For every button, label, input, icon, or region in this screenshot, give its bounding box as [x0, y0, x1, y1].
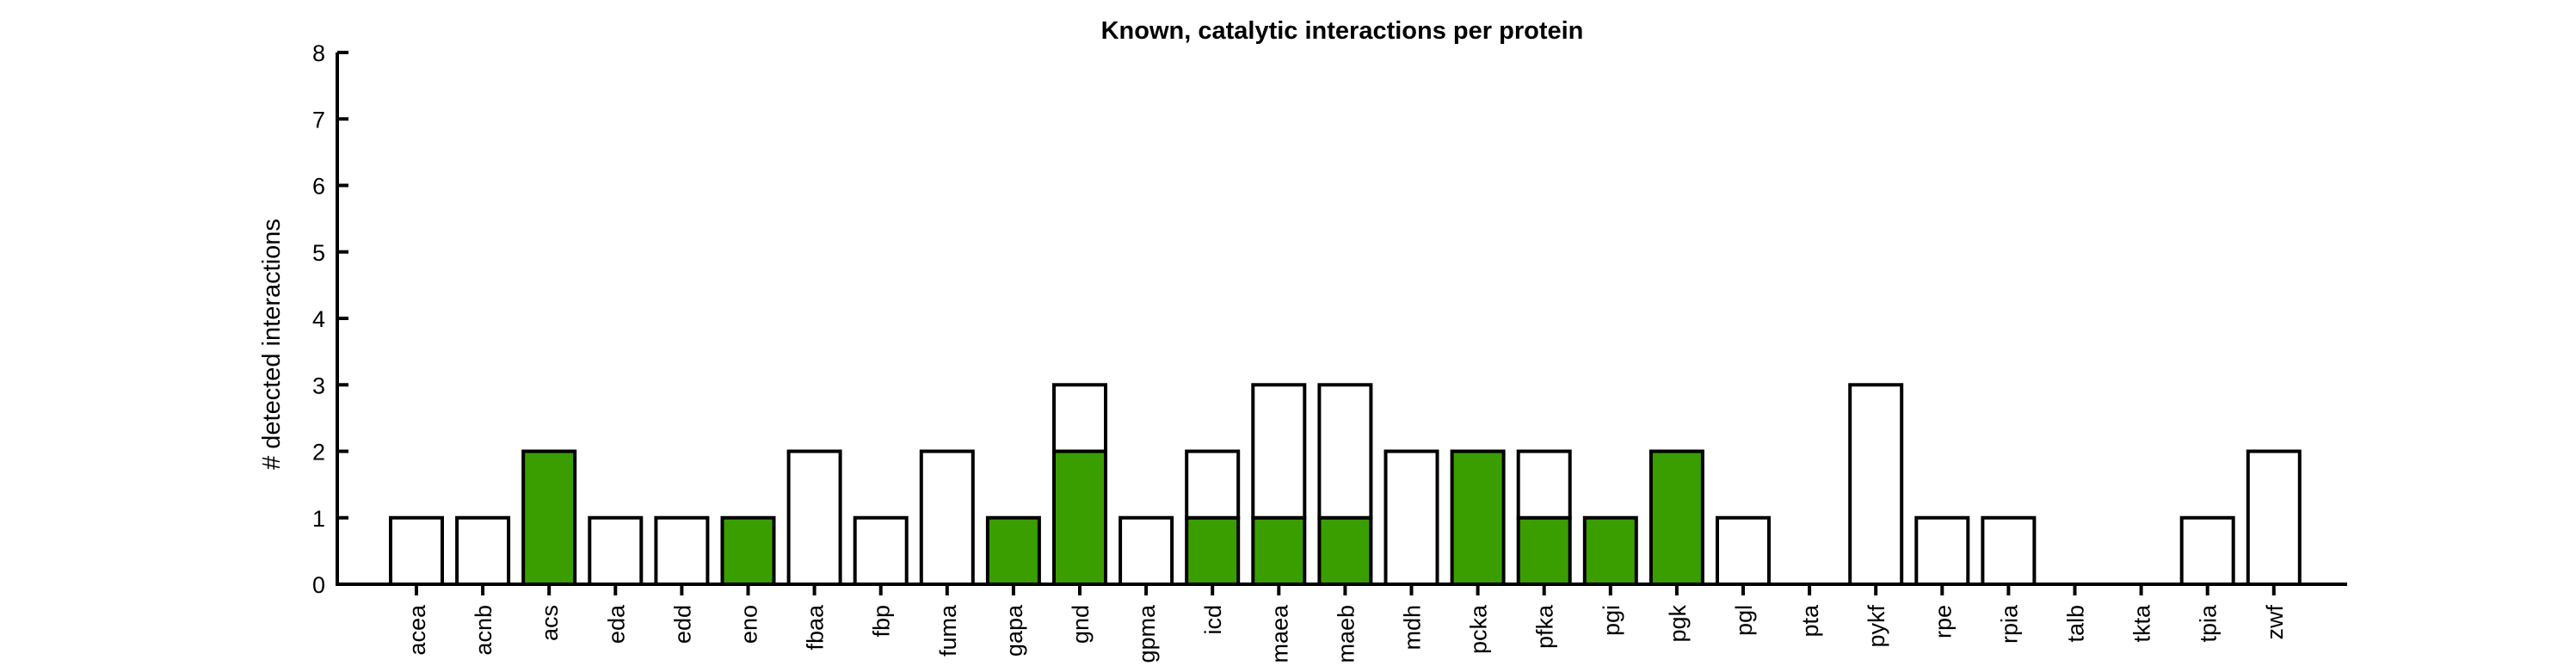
bar-acs-segment-0 — [521, 449, 577, 586]
x-tick-label-pta: pta — [1797, 604, 1823, 638]
x-tick-label-maeb: maeb — [1333, 605, 1359, 663]
chart-title: Known, catalytic interactions per protei… — [1101, 17, 1584, 45]
bar-gnd-segment-0 — [1052, 449, 1107, 586]
x-tick-label-mdh: mdh — [1400, 605, 1426, 650]
bar-icd-segment-1 — [1185, 449, 1241, 520]
bar-acea-segment-1 — [389, 515, 444, 586]
x-tick-label-gnd: gnd — [1068, 605, 1094, 644]
bar-fbaa-segment-1 — [786, 449, 842, 586]
x-tick-label-rpe: rpe — [1930, 605, 1956, 638]
x-tick-label-fbaa: fbaa — [803, 604, 829, 650]
bars — [389, 383, 2302, 586]
bar-eno-segment-0 — [720, 515, 776, 586]
x-tick-label-rpia: rpia — [1996, 604, 2022, 644]
bar-gapa-segment-0 — [985, 515, 1041, 586]
x-tick-label-zwf: zwf — [2262, 605, 2288, 640]
bar-icd-segment-0 — [1185, 515, 1241, 586]
x-tick-label-eno: eno — [736, 605, 762, 644]
bar-pcka-segment-0 — [1450, 449, 1506, 586]
x-tick-label-acea: acea — [404, 604, 430, 656]
y-tick-label: 6 — [312, 174, 325, 200]
x-tick-label-maea: maea — [1266, 604, 1292, 663]
bar-pfka-segment-1 — [1516, 449, 1572, 520]
bar-acnb-segment-1 — [455, 515, 511, 586]
y-axis-label: # detected interactions — [258, 219, 286, 470]
x-tick-label-pgl: pgl — [1731, 605, 1757, 636]
y-tick-label: 3 — [312, 373, 325, 398]
x-tick-label-gapa: gapa — [1001, 604, 1027, 657]
x-tick-label-pgi: pgi — [1599, 605, 1624, 636]
bar-pykf-segment-1 — [1848, 383, 1904, 586]
bar-maeb-segment-0 — [1317, 515, 1373, 586]
y-axis-ticks: 0 1 2 3 4 5 6 7 8 — [312, 40, 348, 598]
x-tick-label-icd: icd — [1200, 605, 1226, 635]
bar-maea-segment-1 — [1251, 383, 1307, 520]
bar-mdh-segment-1 — [1384, 449, 1439, 586]
x-tick-label-acnb: acnb — [471, 605, 496, 656]
bar-maea-segment-0 — [1251, 515, 1307, 586]
bar-fbp-segment-1 — [853, 515, 909, 586]
x-tick-label-gpma: gpma — [1134, 604, 1160, 663]
y-tick-label: 1 — [312, 506, 325, 532]
bar-pgk-segment-0 — [1649, 449, 1704, 586]
bar-fuma-segment-1 — [919, 449, 975, 586]
bar-pfka-segment-0 — [1516, 515, 1572, 586]
x-tick-label-pfka: pfka — [1532, 604, 1558, 649]
x-tick-label-acs: acs — [537, 605, 563, 641]
bar-rpe-segment-1 — [1914, 515, 1970, 586]
bar-zwf-segment-1 — [2246, 449, 2302, 586]
y-tick-label: 2 — [312, 440, 325, 465]
bar-maeb-segment-1 — [1317, 383, 1373, 520]
x-tick-label-tkta: tkta — [2129, 604, 2155, 643]
x-tick-label-talb: talb — [2063, 605, 2089, 643]
x-tick-label-eda: eda — [603, 604, 629, 644]
x-tick-label-fbp: fbp — [869, 605, 895, 638]
bar-pgl-segment-1 — [1716, 515, 1771, 586]
x-axis-labels: acea acnb acs eda edd eno fbaa fbp fuma gapa gnd gp… — [404, 584, 2288, 663]
bar-rpia-segment-1 — [1981, 515, 2037, 586]
x-tick-label-fuma: fuma — [935, 604, 961, 657]
bar-gnd-segment-1 — [1052, 383, 1107, 453]
y-tick-label: 7 — [312, 107, 325, 133]
y-tick-label: 5 — [312, 240, 325, 266]
x-tick-label-pgk: pgk — [1665, 605, 1691, 643]
bar-edd-segment-1 — [654, 515, 710, 586]
bar-pgi-segment-0 — [1582, 515, 1638, 586]
y-tick-label: 4 — [312, 306, 325, 332]
y-tick-label: 0 — [312, 572, 325, 598]
x-tick-label-tpia: tpia — [2196, 604, 2222, 643]
x-tick-label-edd: edd — [669, 605, 695, 644]
bar-gpma-segment-1 — [1119, 515, 1174, 586]
bar-eda-segment-1 — [588, 515, 644, 586]
x-tick-label-pcka: pcka — [1466, 604, 1492, 654]
x-tick-label-pykf: pykf — [1864, 605, 1889, 648]
y-tick-label: 8 — [312, 40, 325, 66]
bar-tpia-segment-1 — [2179, 515, 2235, 586]
